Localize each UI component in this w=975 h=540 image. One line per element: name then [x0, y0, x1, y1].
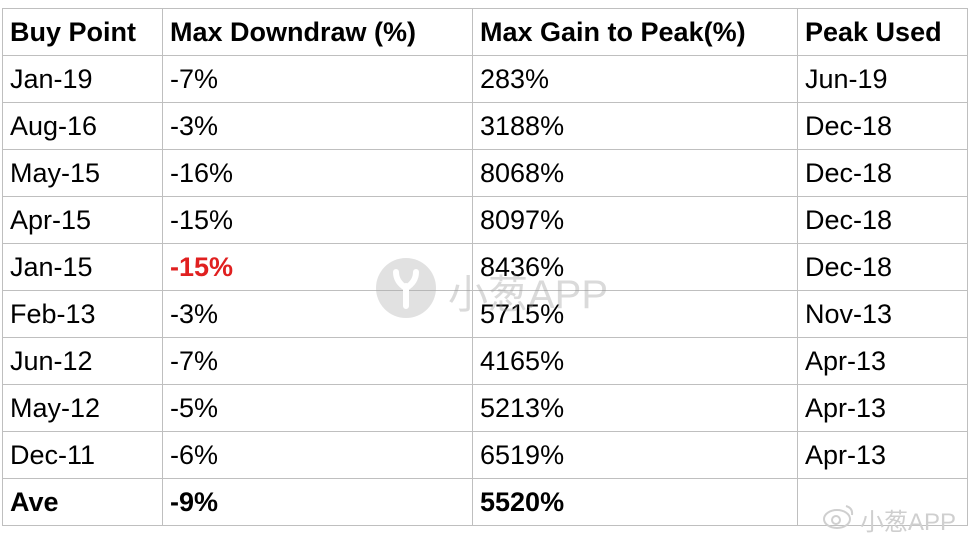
table-cell: May-12: [2, 384, 163, 432]
table-cell: Aug-16: [2, 102, 163, 150]
table-row: Apr-15 -15% 8097% Dec-18: [2, 196, 968, 244]
data-table: Buy Point Max Downdraw (%) Max Gain to Pea…: [2, 8, 968, 526]
table-cell: -16%: [162, 149, 473, 197]
table-cell: Nov-13: [797, 290, 968, 338]
table-cell: Dec-18: [797, 243, 968, 291]
watermark-text: 小葱APP: [448, 273, 609, 317]
footer-cell: 5520%: [472, 478, 798, 526]
table-cell: Apr-13: [797, 431, 968, 479]
table-cell: -3%: [162, 102, 473, 150]
footer-row: Ave -9% 5520%: [2, 478, 968, 526]
table-cell: -15%: [162, 196, 473, 244]
table-cell: -7%: [162, 55, 473, 103]
header-cell: Max Downdraw (%): [162, 8, 473, 56]
footer-cell: Ave: [2, 478, 163, 526]
table-row: Feb-13 -3% 5715% Nov-13: [2, 290, 968, 338]
table-row: Jan-15 -15% 8436% Dec-18: [2, 243, 968, 291]
header-cell: Peak Used: [797, 8, 968, 56]
table-cell: Feb-13: [2, 290, 163, 338]
table-row: Aug-16 -3% 3188% Dec-18: [2, 102, 968, 150]
table-cell: Apr-13: [797, 384, 968, 432]
header-cell: Max Gain to Peak(%): [472, 8, 798, 56]
table-cell: Dec-11: [2, 431, 163, 479]
table-cell: 3188%: [472, 102, 798, 150]
table-cell: Jan-15: [2, 243, 163, 291]
table-row: Jan-19 -7% 283% Jun-19: [2, 55, 968, 103]
footer-cell: -9%: [162, 478, 473, 526]
table-cell: Dec-18: [797, 102, 968, 150]
table-row: Dec-11 -6% 6519% Apr-13: [2, 431, 968, 479]
header-cell: Buy Point: [2, 8, 163, 56]
table-cell: Apr-15: [2, 196, 163, 244]
table-cell: 5213%: [472, 384, 798, 432]
weibo-icon: [823, 505, 854, 529]
table-row: Jun-12 -7% 4165% Apr-13: [2, 337, 968, 385]
corner-watermark: 小葱APP: [860, 509, 957, 536]
table-cell: 5715%: [472, 290, 798, 338]
table-cell: 8068%: [472, 149, 798, 197]
table-cell: -6%: [162, 431, 473, 479]
table-cell: 8436%: [472, 243, 798, 291]
table-cell: May-15: [2, 149, 163, 197]
table-row: May-12 -5% 5213% Apr-13: [2, 384, 968, 432]
table-cell: Jan-19: [2, 55, 163, 103]
header-row: Buy Point Max Downdraw (%) Max Gain to Pea…: [2, 8, 968, 56]
table-cell: -7%: [162, 337, 473, 385]
table-cell: -15%: [162, 243, 473, 291]
table-cell: 4165%: [472, 337, 798, 385]
table-cell: Dec-18: [797, 149, 968, 197]
table-cell: Apr-13: [797, 337, 968, 385]
table-body: Jan-19 -7% 283% Jun-19 Aug-16 -3% 3188% Dec-18 M…: [2, 55, 968, 479]
watermark-icon: [376, 258, 436, 318]
table-cell: 283%: [472, 55, 798, 103]
table-row: May-15 -16% 8068% Dec-18: [2, 149, 968, 197]
table-cell: Dec-18: [797, 196, 968, 244]
table-cell: Jun-19: [797, 55, 968, 103]
empty-cell: [797, 478, 968, 526]
table-cell: 8097%: [472, 196, 798, 244]
table-cell: -5%: [162, 384, 473, 432]
table-cell: Jun-12: [2, 337, 163, 385]
table-cell: 6519%: [472, 431, 798, 479]
